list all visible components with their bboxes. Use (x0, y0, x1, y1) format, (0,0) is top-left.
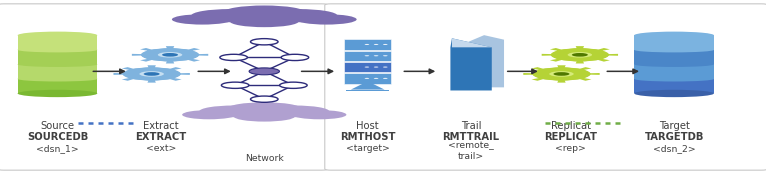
Polygon shape (634, 64, 714, 79)
Ellipse shape (234, 111, 295, 122)
Ellipse shape (18, 90, 97, 97)
Text: <remote_
trail>: <remote_ trail> (448, 141, 494, 161)
Ellipse shape (141, 48, 199, 61)
Text: Network: Network (245, 154, 283, 163)
Ellipse shape (249, 68, 280, 75)
Ellipse shape (18, 47, 97, 52)
Ellipse shape (551, 48, 609, 61)
Text: REPLICAT: REPLICAT (544, 132, 597, 142)
Ellipse shape (374, 67, 378, 68)
Polygon shape (346, 90, 389, 91)
Polygon shape (452, 38, 492, 47)
Ellipse shape (383, 78, 388, 79)
Polygon shape (18, 50, 97, 64)
Ellipse shape (634, 76, 714, 81)
Ellipse shape (18, 76, 97, 81)
Text: <ext>: <ext> (146, 144, 176, 153)
Polygon shape (344, 39, 391, 50)
Ellipse shape (139, 71, 164, 77)
Ellipse shape (634, 62, 714, 67)
Polygon shape (351, 84, 385, 90)
Text: <dsn_1>: <dsn_1> (36, 144, 79, 153)
Text: Replicat: Replicat (551, 121, 591, 131)
Text: Trail: Trail (461, 121, 481, 131)
Ellipse shape (280, 82, 307, 88)
Ellipse shape (374, 55, 378, 56)
Ellipse shape (158, 52, 182, 58)
Polygon shape (113, 65, 190, 83)
Ellipse shape (199, 105, 268, 117)
Ellipse shape (365, 55, 369, 56)
Ellipse shape (365, 78, 369, 79)
Text: EXTRACT: EXTRACT (136, 132, 186, 142)
Ellipse shape (554, 72, 569, 76)
Polygon shape (634, 35, 714, 50)
Ellipse shape (634, 32, 714, 39)
Polygon shape (132, 46, 208, 64)
Polygon shape (523, 65, 600, 83)
Ellipse shape (260, 105, 329, 117)
Polygon shape (634, 50, 714, 64)
FancyBboxPatch shape (0, 4, 328, 170)
Ellipse shape (532, 67, 591, 81)
Ellipse shape (383, 67, 388, 68)
Ellipse shape (260, 9, 337, 22)
Polygon shape (18, 64, 97, 79)
Text: Extract: Extract (143, 121, 178, 131)
Text: <target>: <target> (345, 144, 390, 153)
Ellipse shape (365, 44, 369, 45)
Polygon shape (18, 35, 97, 50)
Ellipse shape (281, 54, 309, 61)
Polygon shape (344, 62, 391, 72)
Ellipse shape (572, 53, 588, 57)
Ellipse shape (144, 72, 159, 76)
Polygon shape (18, 79, 97, 93)
Ellipse shape (192, 9, 268, 22)
Ellipse shape (293, 110, 346, 119)
Ellipse shape (223, 5, 306, 19)
Text: SOURCEDB: SOURCEDB (27, 132, 88, 142)
Polygon shape (463, 35, 504, 87)
Text: RMTTRAIL: RMTTRAIL (443, 132, 499, 142)
Ellipse shape (383, 44, 388, 45)
Ellipse shape (634, 90, 714, 97)
Polygon shape (344, 51, 391, 61)
Text: Target: Target (659, 121, 689, 131)
Ellipse shape (182, 110, 236, 119)
Ellipse shape (374, 44, 378, 45)
Text: <rep>: <rep> (555, 144, 586, 153)
Ellipse shape (230, 15, 299, 27)
Text: Host: Host (356, 121, 379, 131)
FancyBboxPatch shape (325, 4, 766, 170)
Ellipse shape (18, 62, 97, 67)
Ellipse shape (228, 102, 301, 115)
Ellipse shape (549, 71, 574, 77)
Ellipse shape (374, 78, 378, 79)
Ellipse shape (221, 82, 249, 88)
Ellipse shape (365, 67, 369, 68)
Ellipse shape (296, 14, 357, 25)
Ellipse shape (123, 67, 181, 81)
Ellipse shape (220, 54, 247, 61)
Ellipse shape (568, 52, 592, 58)
Polygon shape (344, 73, 391, 84)
Text: RMTHOST: RMTHOST (340, 132, 395, 142)
Ellipse shape (250, 96, 278, 102)
Ellipse shape (18, 32, 97, 39)
Text: <dsn_2>: <dsn_2> (653, 144, 696, 153)
Text: Source: Source (41, 121, 74, 131)
Ellipse shape (172, 14, 233, 25)
Ellipse shape (634, 47, 714, 52)
Ellipse shape (250, 39, 278, 45)
Polygon shape (542, 46, 618, 64)
Text: TARGETDB: TARGETDB (644, 132, 704, 142)
Ellipse shape (383, 55, 388, 56)
Ellipse shape (162, 53, 178, 57)
Polygon shape (634, 79, 714, 93)
Polygon shape (450, 38, 492, 90)
